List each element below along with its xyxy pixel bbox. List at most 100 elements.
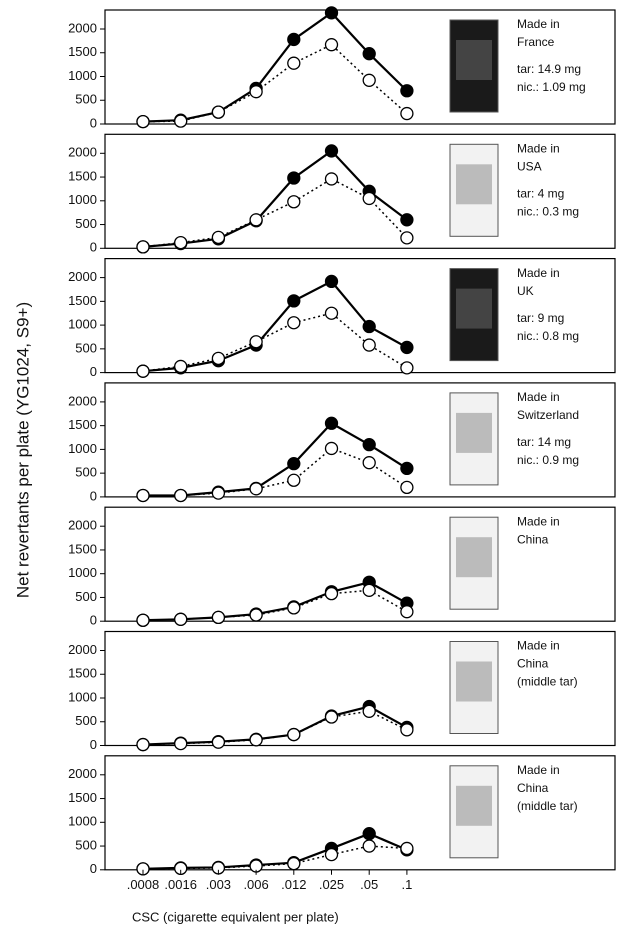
- data-point: [211, 351, 226, 366]
- data-point: [400, 605, 414, 619]
- note: Made in: [517, 266, 560, 280]
- note: China: [517, 532, 549, 546]
- data-point: [211, 105, 226, 119]
- data-point: [362, 583, 376, 597]
- data-point: [287, 856, 301, 871]
- data-point: [174, 488, 188, 503]
- data-point: [136, 737, 150, 752]
- pack-label: [456, 785, 492, 826]
- data-point: [287, 32, 301, 47]
- data-point: [136, 862, 150, 876]
- data-point: [400, 106, 414, 121]
- data-point: [249, 482, 263, 496]
- data-point: [287, 456, 301, 471]
- note: China: [517, 781, 549, 795]
- data-point: [400, 361, 414, 375]
- note: Made in: [517, 514, 560, 528]
- pack-label: [456, 164, 492, 205]
- note: (middle tar): [517, 799, 578, 813]
- y-tick-label: 0: [90, 737, 97, 752]
- y-tick-label: 0: [90, 115, 97, 130]
- x-tick-label: .025: [319, 877, 344, 892]
- data-point: [362, 47, 376, 61]
- y-tick-label: 2000: [68, 642, 97, 657]
- data-point: [174, 612, 188, 626]
- data-point: [287, 473, 301, 487]
- data-point: [400, 841, 414, 856]
- data-point: [400, 461, 414, 476]
- data-point: [324, 144, 339, 158]
- x-tick-label: .1: [401, 877, 412, 892]
- data-point: [136, 613, 150, 627]
- note: China: [517, 657, 549, 671]
- data-point: [287, 171, 301, 185]
- data-point: [400, 340, 414, 355]
- y-tick-label: 2000: [68, 393, 97, 408]
- spec: nic.: 1.09 mg: [517, 80, 586, 94]
- data-point: [249, 213, 263, 227]
- data-point: [249, 85, 263, 99]
- data-point: [362, 338, 376, 352]
- data-point: [211, 486, 226, 500]
- y-tick-label: 1500: [68, 541, 97, 556]
- pack-label: [456, 537, 492, 578]
- y-axis-label: Net revertants per plate (YG1024, S9+): [13, 302, 32, 598]
- y-tick-label: 500: [75, 340, 97, 355]
- data-point: [287, 56, 301, 70]
- data-point: [362, 73, 376, 87]
- data-point: [400, 84, 414, 98]
- data-point: [211, 610, 226, 625]
- y-tick-label: 1500: [68, 293, 97, 308]
- note: France: [517, 35, 555, 49]
- data-point: [400, 213, 414, 227]
- data-point: [324, 172, 339, 186]
- y-tick-label: 0: [90, 613, 97, 628]
- data-point: [287, 195, 301, 209]
- y-tick-label: 500: [75, 216, 97, 231]
- data-point: [287, 316, 301, 330]
- y-tick-label: 500: [75, 837, 97, 852]
- data-point: [174, 235, 188, 250]
- pack-label: [456, 288, 492, 329]
- panel-frame: [104, 9, 616, 125]
- data-point: [249, 608, 263, 622]
- data-point: [324, 6, 339, 20]
- pack-label: [456, 661, 492, 702]
- y-tick-label: 500: [75, 92, 97, 107]
- spec: nic.: 0.8 mg: [517, 329, 579, 343]
- series-line: [143, 447, 408, 497]
- x-tick-label: .0016: [164, 877, 197, 892]
- series-line: [142, 11, 408, 123]
- data-point: [362, 839, 376, 853]
- data-point: [362, 437, 376, 452]
- y-tick-label: 2000: [68, 145, 97, 160]
- panel-frame: [104, 133, 616, 249]
- data-point: [324, 274, 339, 289]
- y-tick-label: 1000: [68, 689, 97, 704]
- data-point: [287, 727, 301, 742]
- data-point: [362, 319, 376, 334]
- x-tick-label: .006: [243, 877, 268, 892]
- data-point: [362, 827, 376, 841]
- y-tick-label: 0: [90, 488, 97, 503]
- y-tick-label: 1000: [68, 68, 97, 83]
- panel-frame: [104, 382, 616, 498]
- note: (middle tar): [517, 675, 578, 689]
- data-point: [136, 114, 150, 129]
- panel-frame: [104, 755, 616, 871]
- note: Made in: [517, 141, 560, 155]
- data-point: [400, 723, 414, 737]
- y-tick-label: 1000: [68, 192, 97, 207]
- note: Made in: [517, 763, 560, 777]
- y-tick-label: 1000: [68, 317, 97, 332]
- panel-frame: [104, 258, 616, 374]
- y-tick-label: 500: [75, 589, 97, 604]
- y-tick-label: 1500: [68, 790, 97, 805]
- y-tick-label: 1000: [68, 814, 97, 829]
- data-point: [249, 733, 263, 747]
- x-axis-label: CSC (cigarette equivalent per plate): [132, 909, 339, 924]
- spec: tar: 4 mg: [517, 186, 564, 200]
- data-point: [362, 456, 376, 470]
